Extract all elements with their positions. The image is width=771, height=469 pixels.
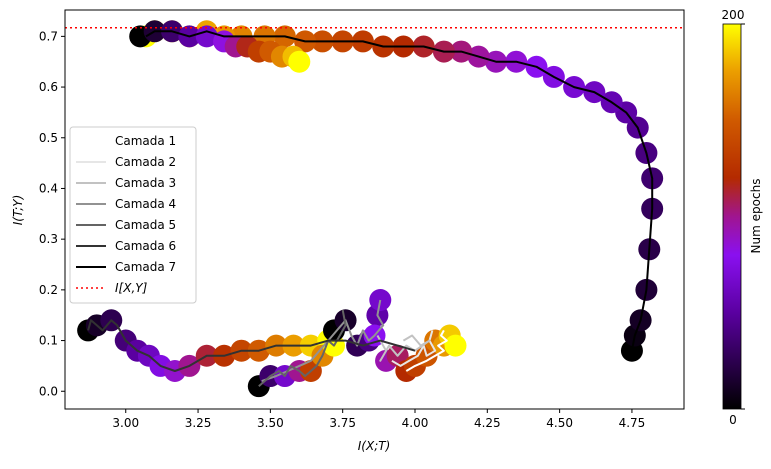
y-tick-label: 0.5: [39, 131, 58, 145]
x-tick-label: 3.00: [112, 416, 139, 430]
series-line-camada-6: [87, 319, 416, 372]
colorbar-scale: [722, 23, 742, 410]
y-tick-label: 0.4: [39, 181, 58, 195]
series-line-camada-3: [376, 334, 431, 362]
legend-label: Camada 1: [115, 134, 176, 148]
legend-label: Camada 4: [115, 197, 176, 211]
legend-label: Camada 6: [115, 239, 176, 253]
colorbar-max-label: 200: [722, 8, 745, 22]
legend-label: I[X,Y]: [115, 281, 148, 295]
x-tick-label: 4.00: [402, 416, 429, 430]
y-tick-label: 0.3: [39, 232, 58, 246]
y-axis-label: I(T;Y): [11, 195, 25, 226]
y-tick-label: 0.0: [39, 384, 58, 398]
colorbar-min-label: 0: [729, 413, 737, 427]
legend-box: [69, 126, 197, 304]
plot-frame: [64, 9, 685, 410]
layer-trajectories: [87, 30, 654, 387]
x-tick-label: 4.50: [546, 416, 573, 430]
y-tick-label: 0.6: [39, 80, 58, 94]
epoch-marker: [195, 25, 218, 48]
legend-label: Camada 3: [115, 176, 176, 190]
y-tick-label: 0.1: [39, 334, 58, 348]
y-tick-label: 0.7: [39, 29, 58, 43]
x-tick-label: 4.75: [619, 416, 646, 430]
legend: Camada 1 Camada 2 Camada 3 Camada 4 Camada 5…: [69, 126, 197, 304]
x-tick-label: 3.75: [329, 416, 356, 430]
x-axis: 3.00 3.25 3.50 3.75 4.00 4.25 4.50 4.75: [112, 409, 645, 430]
x-tick-label: 4.25: [474, 416, 501, 430]
y-axis: 0.0 0.1 0.2 0.3 0.4 0.5 0.6 0.7: [39, 29, 65, 398]
epoch-marker: [444, 334, 467, 357]
colorbar-label: Num epochs: [749, 179, 763, 254]
series-line-camada-1: [405, 329, 448, 372]
x-axis-label: I(X;T): [358, 439, 391, 453]
legend-label: Camada 2: [115, 155, 176, 169]
legend-label: Camada 7: [115, 260, 176, 274]
epoch-marker: [288, 50, 311, 73]
series-line-camada-7: [145, 30, 654, 351]
x-tick-label: 3.50: [257, 416, 284, 430]
colorbar: 200 0 Num epochs: [722, 8, 763, 427]
legend-label: Camada 5: [115, 218, 176, 232]
x-tick-label: 3.25: [185, 416, 212, 430]
y-tick-label: 0.2: [39, 283, 58, 297]
